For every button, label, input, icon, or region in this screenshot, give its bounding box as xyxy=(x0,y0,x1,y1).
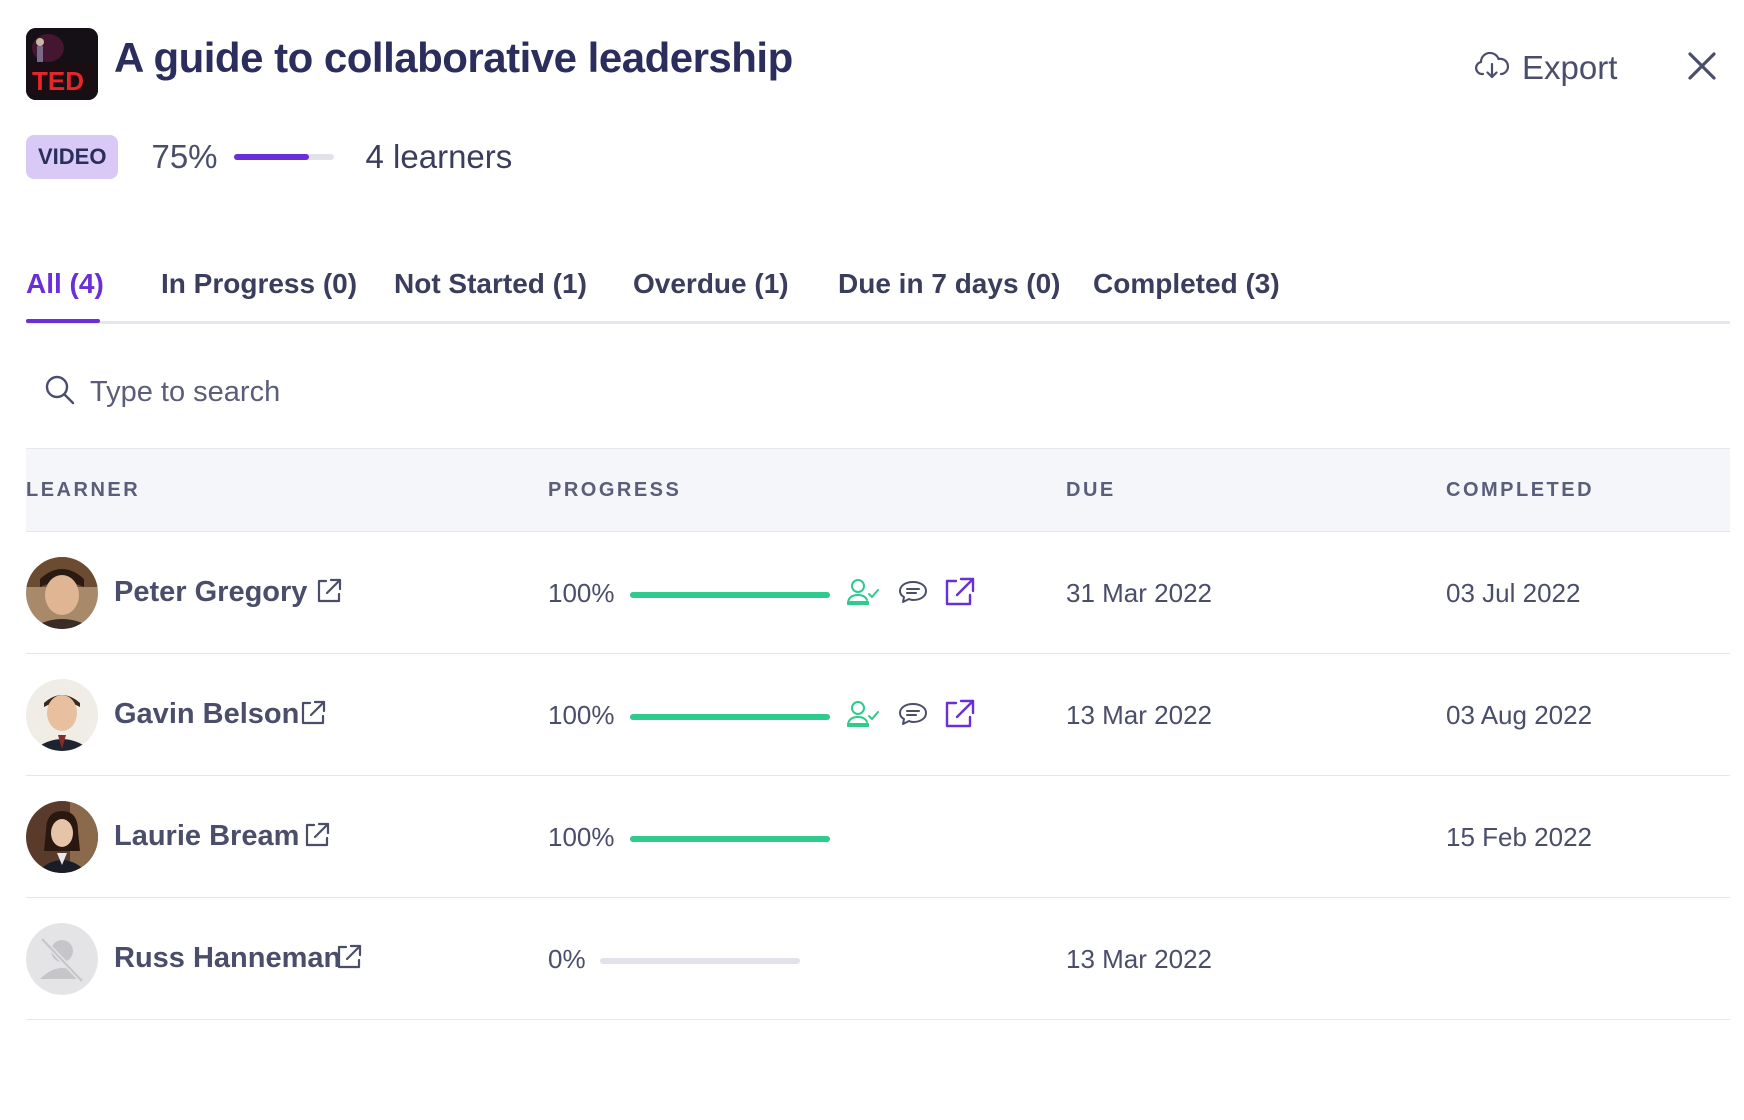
search-icon xyxy=(44,374,76,411)
learner-name[interactable]: Gavin Belson xyxy=(114,698,300,730)
progress-percent: 100% xyxy=(548,822,615,852)
page-header: TED A guide to collaborative leadership … xyxy=(26,28,1726,100)
close-icon[interactable] xyxy=(1682,46,1722,86)
tab-not-started[interactable]: Not Started (1) xyxy=(394,268,587,299)
progress-percent: 100% xyxy=(548,700,615,730)
column-header-learner[interactable]: LEARNER xyxy=(26,479,141,501)
overall-progress-fill xyxy=(233,154,309,160)
content-meta: VIDEO 75% 4 learners xyxy=(26,134,512,180)
progress-bar-fill xyxy=(630,836,830,842)
open-profile-icon[interactable] xyxy=(298,698,328,728)
column-header-completed[interactable]: COMPLETED xyxy=(1446,479,1595,501)
completed-date: 15 Feb 2022 xyxy=(1446,822,1593,852)
progress-percent: 0% xyxy=(548,944,586,974)
tab-all[interactable]: All (4) xyxy=(26,268,104,299)
table-header: LEARNER PROGRESS DUE COMPLETED xyxy=(26,448,1730,532)
comment-icon[interactable] xyxy=(896,698,930,730)
table-row: Gavin Belson 100% 13 Mar 2022 03 Aug 202… xyxy=(26,654,1730,776)
open-in-new-icon[interactable] xyxy=(942,576,976,608)
progress-bar xyxy=(630,714,830,720)
svg-text:TED: TED xyxy=(32,66,84,96)
column-header-progress[interactable]: PROGRESS xyxy=(548,479,682,501)
tab-overdue[interactable]: Overdue (1) xyxy=(633,268,789,299)
column-header-due[interactable]: DUE xyxy=(1066,479,1116,501)
avatar xyxy=(26,801,98,873)
table-row: Laurie Bream 100% 15 Feb 2022 xyxy=(26,776,1730,898)
cloud-download-icon xyxy=(1474,50,1510,87)
overall-progress-bar xyxy=(233,154,334,160)
due-date: 13 Mar 2022 xyxy=(1066,944,1212,974)
content-type-badge: VIDEO xyxy=(26,135,119,179)
progress-bar-fill xyxy=(630,592,830,598)
learners-count: 4 learners xyxy=(365,138,513,175)
learner-name[interactable]: Russ Hanneman xyxy=(114,942,342,974)
table-row: Russ Hanneman 0% 13 Mar 2022 xyxy=(26,898,1730,1020)
user-check-icon[interactable] xyxy=(846,698,880,730)
open-in-new-icon[interactable] xyxy=(942,698,976,730)
avatar xyxy=(26,923,98,995)
progress-bar xyxy=(630,836,830,842)
avatar xyxy=(26,557,98,629)
completed-date: 03 Jul 2022 xyxy=(1446,578,1581,608)
user-check-icon[interactable] xyxy=(846,576,880,608)
progress-bar xyxy=(630,592,830,598)
open-profile-icon[interactable] xyxy=(314,576,344,606)
tab-in-progress[interactable]: In Progress (0) xyxy=(161,268,358,299)
search-input[interactable] xyxy=(90,375,490,409)
export-button[interactable]: Export xyxy=(1474,48,1617,88)
active-tab-indicator xyxy=(26,319,100,323)
due-date: 13 Mar 2022 xyxy=(1066,700,1212,730)
learner-name[interactable]: Laurie Bream xyxy=(114,820,300,852)
completed-date: 03 Aug 2022 xyxy=(1446,700,1593,730)
tab-due-in-7-days[interactable]: Due in 7 days (0) xyxy=(838,268,1061,299)
ted-talk-thumbnail: TED xyxy=(26,28,98,100)
open-profile-icon[interactable] xyxy=(302,820,332,850)
open-profile-icon[interactable] xyxy=(334,942,364,972)
comment-icon[interactable] xyxy=(896,576,930,608)
progress-bar-fill xyxy=(630,714,830,720)
search-bar xyxy=(44,372,490,412)
tab-completed[interactable]: Completed (3) xyxy=(1093,268,1280,299)
due-date: 31 Mar 2022 xyxy=(1066,578,1212,608)
page-title: A guide to collaborative leadership xyxy=(114,34,793,81)
filter-tabs: All (4) In Progress (0) Not Started (1) … xyxy=(26,262,1730,324)
progress-bar xyxy=(600,958,800,964)
export-label: Export xyxy=(1522,49,1618,86)
table-row: Peter Gregory 100% 31 Mar 2022 03 Jul 20… xyxy=(26,532,1730,654)
progress-percent: 100% xyxy=(548,578,615,608)
overall-progress-percent: 75% xyxy=(151,138,218,175)
learner-name[interactable]: Peter Gregory xyxy=(114,576,308,608)
avatar xyxy=(26,679,98,751)
